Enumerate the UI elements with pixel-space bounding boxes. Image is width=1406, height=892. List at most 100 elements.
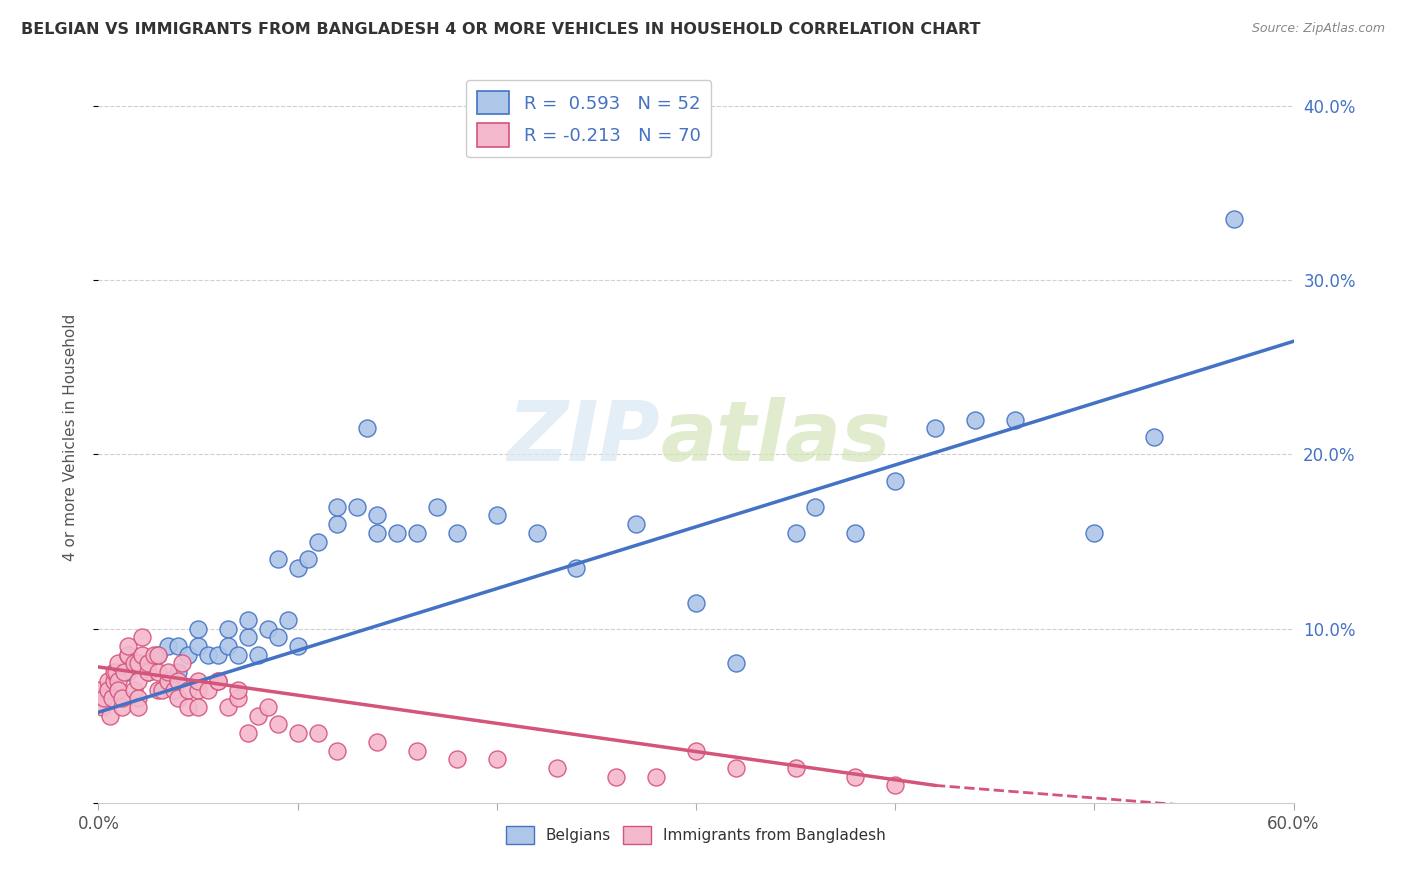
Point xyxy=(287,560,309,574)
Point xyxy=(177,648,200,662)
Y-axis label: 4 or more Vehicles in Household: 4 or more Vehicles in Household xyxy=(63,313,77,561)
Point xyxy=(884,778,907,792)
Point xyxy=(167,639,190,653)
Point xyxy=(605,770,627,784)
Point xyxy=(1223,212,1246,227)
Point xyxy=(217,639,239,653)
Point xyxy=(103,673,125,688)
Point xyxy=(207,648,229,662)
Point xyxy=(91,700,114,714)
Point xyxy=(111,691,134,706)
Point xyxy=(148,682,170,697)
Point xyxy=(356,421,378,435)
Point xyxy=(124,657,146,671)
Point xyxy=(217,700,239,714)
Point xyxy=(626,517,648,532)
Point xyxy=(107,657,129,671)
Point xyxy=(157,639,180,653)
Point xyxy=(226,648,249,662)
Point xyxy=(150,682,173,697)
Point xyxy=(546,761,568,775)
Point xyxy=(207,673,229,688)
Point xyxy=(127,691,149,706)
Point xyxy=(645,770,668,784)
Point xyxy=(326,517,349,532)
Point xyxy=(187,639,209,653)
Point xyxy=(724,761,747,775)
Point xyxy=(1143,430,1166,444)
Point xyxy=(177,700,200,714)
Point xyxy=(217,622,239,636)
Point xyxy=(346,500,368,514)
Point xyxy=(112,665,135,680)
Point xyxy=(287,726,309,740)
Point xyxy=(127,657,149,671)
Point xyxy=(785,525,807,540)
Point xyxy=(117,648,139,662)
Point xyxy=(685,595,707,609)
Text: Source: ZipAtlas.com: Source: ZipAtlas.com xyxy=(1251,22,1385,36)
Point xyxy=(267,631,290,645)
Point xyxy=(326,743,349,757)
Point xyxy=(426,500,449,514)
Point xyxy=(236,613,259,627)
Legend: Belgians, Immigrants from Bangladesh: Belgians, Immigrants from Bangladesh xyxy=(501,820,891,850)
Point xyxy=(724,657,747,671)
Point xyxy=(226,682,249,697)
Point xyxy=(207,673,229,688)
Point xyxy=(117,648,139,662)
Point xyxy=(1004,412,1026,426)
Point xyxy=(804,500,827,514)
Point xyxy=(148,665,170,680)
Point xyxy=(406,743,429,757)
Point xyxy=(267,717,290,731)
Point xyxy=(105,665,128,680)
Point xyxy=(167,691,190,706)
Point xyxy=(157,665,180,680)
Point xyxy=(307,726,329,740)
Point xyxy=(844,770,866,784)
Point xyxy=(785,761,807,775)
Point xyxy=(157,673,180,688)
Point xyxy=(187,673,209,688)
Point xyxy=(256,700,278,714)
Point xyxy=(197,648,219,662)
Point xyxy=(93,691,115,706)
Point xyxy=(446,525,468,540)
Point xyxy=(236,726,259,740)
Point xyxy=(924,421,946,435)
Text: atlas: atlas xyxy=(661,397,891,477)
Point xyxy=(97,682,120,697)
Point xyxy=(117,665,139,680)
Point xyxy=(107,682,129,697)
Point xyxy=(131,648,153,662)
Point xyxy=(565,560,588,574)
Point xyxy=(131,631,153,645)
Point xyxy=(236,631,259,645)
Point xyxy=(107,673,129,688)
Point xyxy=(844,525,866,540)
Text: ZIP: ZIP xyxy=(508,397,661,477)
Text: BELGIAN VS IMMIGRANTS FROM BANGLADESH 4 OR MORE VEHICLES IN HOUSEHOLD CORRELATIO: BELGIAN VS IMMIGRANTS FROM BANGLADESH 4 … xyxy=(21,22,980,37)
Point xyxy=(187,700,209,714)
Point xyxy=(136,665,159,680)
Point xyxy=(685,743,707,757)
Point xyxy=(246,708,269,723)
Point xyxy=(98,708,122,723)
Point xyxy=(963,412,986,426)
Point xyxy=(167,665,190,680)
Point xyxy=(1083,525,1105,540)
Point xyxy=(446,752,468,766)
Point xyxy=(111,700,134,714)
Point xyxy=(366,508,388,523)
Point xyxy=(101,691,124,706)
Point xyxy=(127,657,149,671)
Point xyxy=(103,665,125,680)
Point xyxy=(148,648,170,662)
Point xyxy=(127,673,149,688)
Point xyxy=(366,735,388,749)
Point xyxy=(385,525,409,540)
Point xyxy=(526,525,548,540)
Point xyxy=(136,665,159,680)
Point xyxy=(187,682,209,697)
